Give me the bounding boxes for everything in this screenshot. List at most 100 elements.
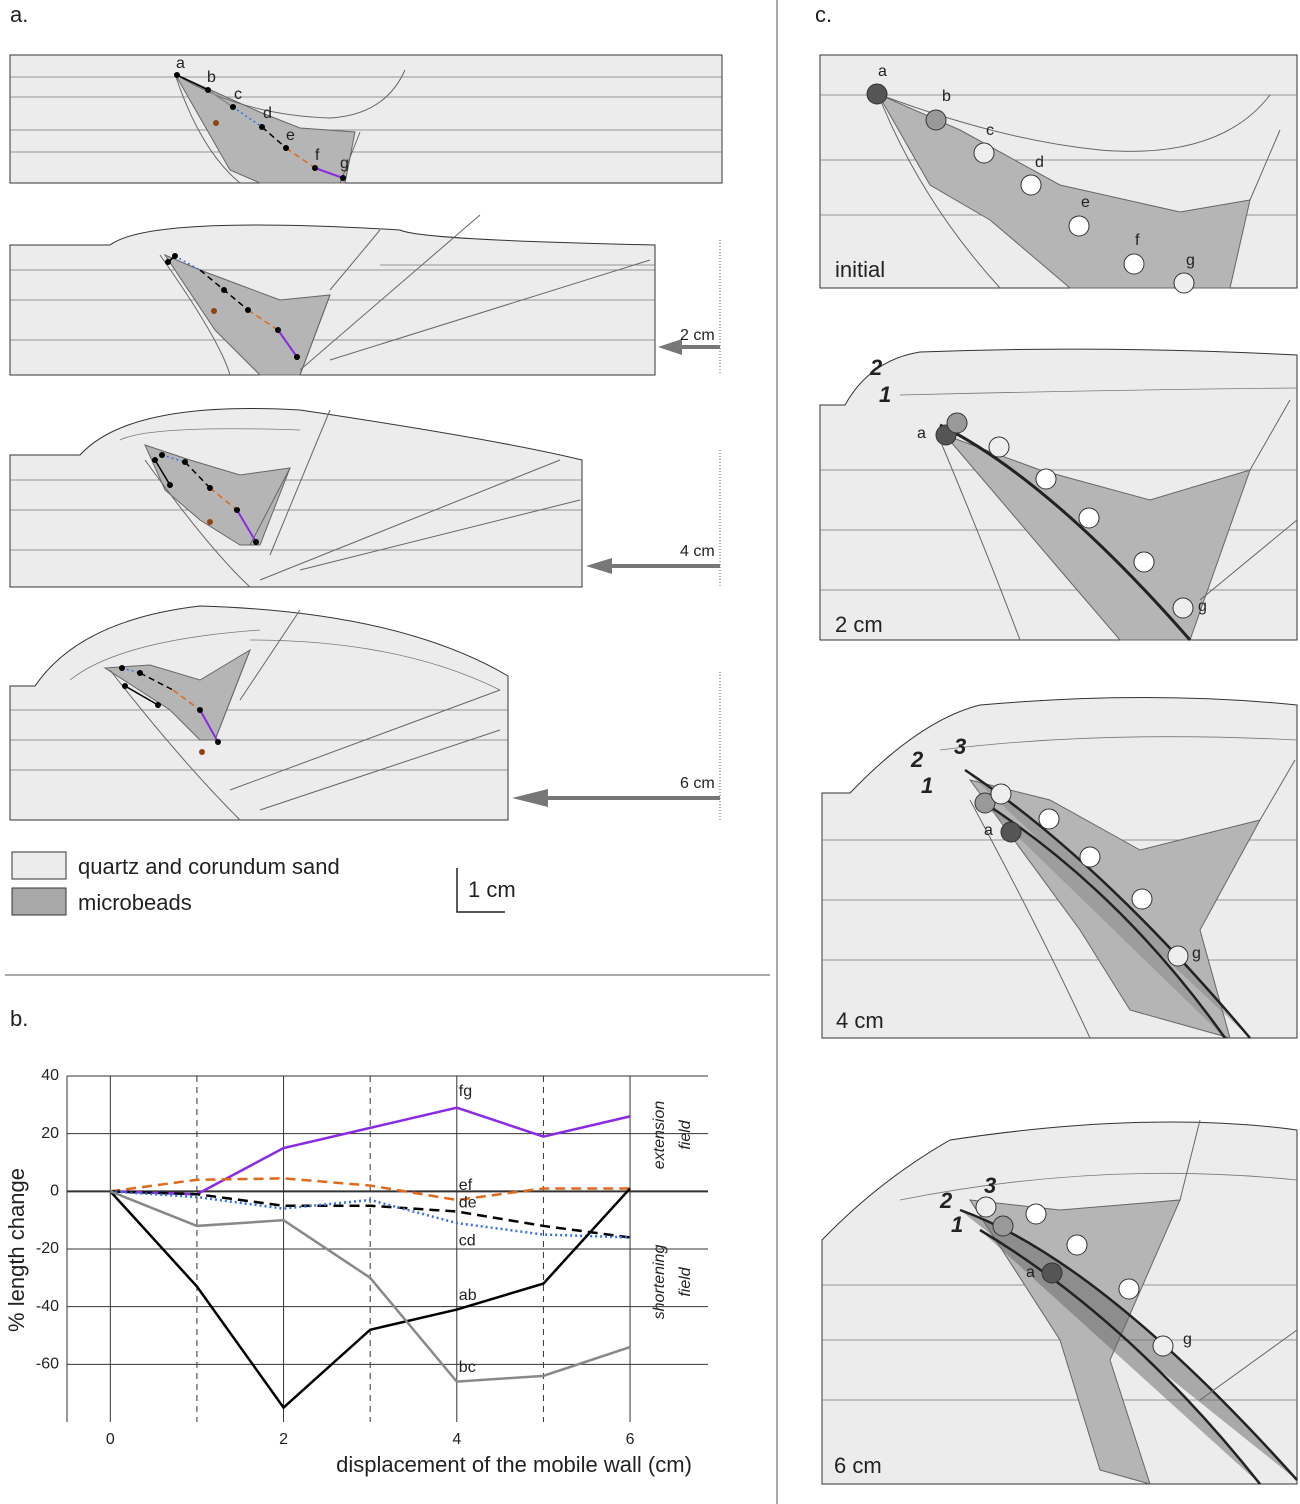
marker — [197, 707, 203, 713]
point-label: e — [1081, 194, 1090, 211]
section-initial: a b c d e f g — [10, 55, 722, 183]
legend-swatch — [12, 852, 66, 879]
bead-marker — [867, 84, 887, 104]
y-tick-label: -40 — [36, 1298, 59, 1315]
bead-marker — [1168, 946, 1188, 966]
series-label: bc — [459, 1359, 476, 1376]
series-label: fg — [459, 1083, 472, 1100]
series-label: cd — [459, 1232, 476, 1249]
bead-marker — [1153, 1336, 1173, 1356]
bead-marker — [947, 413, 967, 433]
point-label: f — [315, 147, 320, 164]
y-tick-label: 40 — [41, 1067, 59, 1084]
marker — [137, 670, 143, 676]
point-label: a — [878, 63, 887, 80]
stage-label: 2 cm — [835, 612, 883, 637]
marker — [174, 72, 180, 78]
marker — [275, 327, 281, 333]
stage-6cm: a g 1 2 3 6 cm — [822, 1120, 1297, 1484]
legend-label: microbeads — [78, 890, 192, 915]
annotation: field — [677, 1119, 694, 1149]
y-axis-label: % length change — [4, 1168, 29, 1332]
bead-marker — [1132, 889, 1152, 909]
y-tick-label: 0 — [50, 1183, 59, 1200]
section-6cm: 6 cm — [10, 606, 720, 820]
point-label: c — [234, 86, 242, 103]
marker — [253, 539, 259, 545]
point-label: g — [1183, 1331, 1192, 1348]
marker — [152, 457, 158, 463]
displacement-label: 6 cm — [680, 775, 715, 792]
marker — [245, 307, 251, 313]
marker — [259, 124, 265, 130]
fault-label: 2 — [939, 1188, 953, 1213]
fault-label: 2 — [869, 355, 883, 380]
panel-label: b. — [10, 1006, 28, 1031]
point-label: g — [1192, 945, 1201, 962]
annotation: field — [677, 1266, 694, 1296]
fault-label: 3 — [954, 734, 966, 759]
sand-box — [10, 606, 508, 820]
marker — [221, 287, 227, 293]
stage-4cm: a g 1 2 3 4 cm — [822, 698, 1297, 1039]
arrow-head — [512, 789, 548, 807]
bead-marker — [1036, 469, 1056, 489]
x-tick-label: 6 — [626, 1431, 635, 1448]
stage-initial: a b c d e f g initial — [820, 55, 1297, 293]
marker — [211, 308, 217, 314]
marker — [234, 507, 240, 513]
point-label: d — [1035, 154, 1044, 171]
marker — [215, 739, 221, 745]
fault-label: 3 — [984, 1173, 996, 1198]
marker — [119, 665, 125, 671]
arrow-head — [586, 558, 612, 574]
y-tick-label: -20 — [36, 1240, 59, 1257]
point-label: g — [1186, 252, 1195, 269]
marker — [340, 175, 346, 181]
series-label: ab — [459, 1287, 477, 1304]
x-tick-label: 0 — [106, 1431, 115, 1448]
bead-marker — [1124, 254, 1144, 274]
arrow-head — [658, 339, 682, 355]
displacement-label: 2 cm — [680, 327, 715, 344]
section-2cm: 2 cm — [10, 215, 720, 375]
marker — [294, 354, 300, 360]
bead-marker — [926, 110, 946, 130]
point-label: d — [263, 105, 272, 122]
bead-marker — [1039, 809, 1059, 829]
bead-marker — [1026, 1204, 1046, 1224]
series-label: de — [459, 1195, 477, 1212]
x-axis-label: displacement of the mobile wall (cm) — [336, 1452, 692, 1477]
figure: a. b. c. a b c d e f g 2 cm 4 cm — [0, 0, 1300, 1504]
marker — [230, 104, 236, 110]
bead-marker — [1134, 552, 1154, 572]
stage-label: 6 cm — [834, 1453, 882, 1478]
bead-marker — [974, 143, 994, 163]
bead-marker — [976, 1197, 996, 1217]
point-label: a — [1026, 1264, 1035, 1281]
marker — [283, 145, 289, 151]
fault-label: 1 — [879, 382, 891, 407]
marker — [207, 485, 213, 491]
fault-label: 1 — [921, 773, 933, 798]
marker — [207, 519, 213, 525]
bead-marker — [991, 784, 1011, 804]
bead-marker — [1080, 847, 1100, 867]
bead-marker — [1069, 216, 1089, 236]
marker — [182, 459, 188, 465]
marker — [172, 253, 178, 259]
bead-marker — [1021, 175, 1041, 195]
bead-marker — [1042, 1263, 1062, 1283]
marker — [167, 482, 173, 488]
fault-label: 1 — [951, 1212, 963, 1237]
point-label: f — [1135, 232, 1140, 249]
x-tick-label: 2 — [279, 1431, 288, 1448]
y-tick-label: 20 — [41, 1125, 59, 1142]
point-label: a — [917, 425, 926, 442]
marker — [199, 749, 205, 755]
scale-label: 1 cm — [468, 877, 516, 902]
point-label: c — [986, 122, 994, 139]
legend-label: quartz and corundum sand — [78, 854, 340, 879]
stage-label: initial — [835, 257, 885, 282]
sand-box — [10, 408, 582, 587]
